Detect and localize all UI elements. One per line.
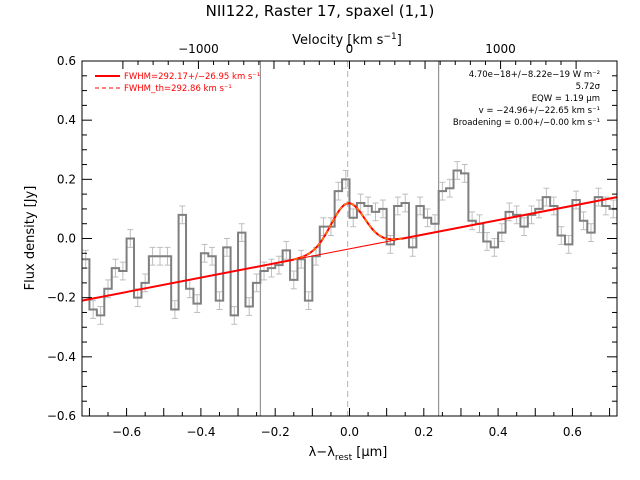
legend-label-1: FWHM_th=292.86 km s⁻¹: [124, 84, 232, 94]
y-tick-label: 0.6: [57, 54, 76, 68]
x2-axis-label: Velocity [km s−1]: [292, 32, 402, 48]
y-tick-label: −0.2: [47, 291, 76, 305]
annotation-3: v = −24.96+/−22.65 km s⁻¹: [479, 106, 600, 116]
continuum-line-right: [401, 196, 618, 240]
legend: FWHM=292.17+/−26.95 km s⁻¹ FWHM_th=292.86…: [95, 72, 260, 94]
annotation-4: Broadening = 0.00+/−0.00 km s⁻¹: [453, 118, 600, 128]
x-axis-label: λ−λrest [μm]: [309, 445, 388, 463]
legend-label-0: FWHM=292.17+/−26.95 km s⁻¹: [124, 72, 260, 82]
x2-tick-label: −1000: [178, 42, 219, 56]
annotation-2: EQW = 1.19 μm: [532, 94, 600, 104]
x-tick-label: 0.0: [340, 425, 359, 439]
x-tick-label: 0.4: [489, 425, 508, 439]
x2-tick-label: 0: [346, 42, 354, 56]
x-tick-label: −0.2: [261, 425, 290, 439]
x-tick-label: −0.6: [112, 425, 141, 439]
x-tick-label: 0.2: [414, 425, 433, 439]
plot-area: [81, 61, 618, 416]
annotation-1: 5.72σ: [576, 82, 601, 92]
y-tick-label: −0.6: [47, 409, 76, 423]
chart-title: NII122, Raster 17, spaxel (1,1): [206, 2, 435, 20]
gaussian-fit-theoretical-line: [293, 202, 402, 260]
annotations: 4.70e−18+/−8.22e−19 W m⁻² 5.72σ EQW = 1.19…: [453, 70, 601, 128]
y-axis-label: Flux density [Jy]: [23, 186, 38, 291]
y-tick-label: 0.2: [57, 172, 76, 186]
y-tick-label: 0.0: [57, 232, 76, 246]
x-axis: −0.6 −0.4 −0.2 0.0 0.2 0.4 0.6: [88, 408, 611, 439]
x2-tick-label: 1000: [485, 42, 516, 56]
data-series-step: [82, 169, 617, 317]
continuum-line-left: [81, 258, 294, 302]
x-tick-label: −0.4: [186, 425, 215, 439]
x-tick-label: 0.6: [563, 425, 582, 439]
x2-axis: −1000 0 1000: [122, 42, 577, 69]
y-tick-label: 0.4: [57, 113, 76, 127]
y-axis: −0.6 −0.4 −0.2 0.0 0.2 0.4 0.6: [47, 54, 617, 423]
annotation-0: 4.70e−18+/−8.22e−19 W m⁻²: [469, 70, 600, 80]
y-tick-label: −0.4: [47, 350, 76, 364]
